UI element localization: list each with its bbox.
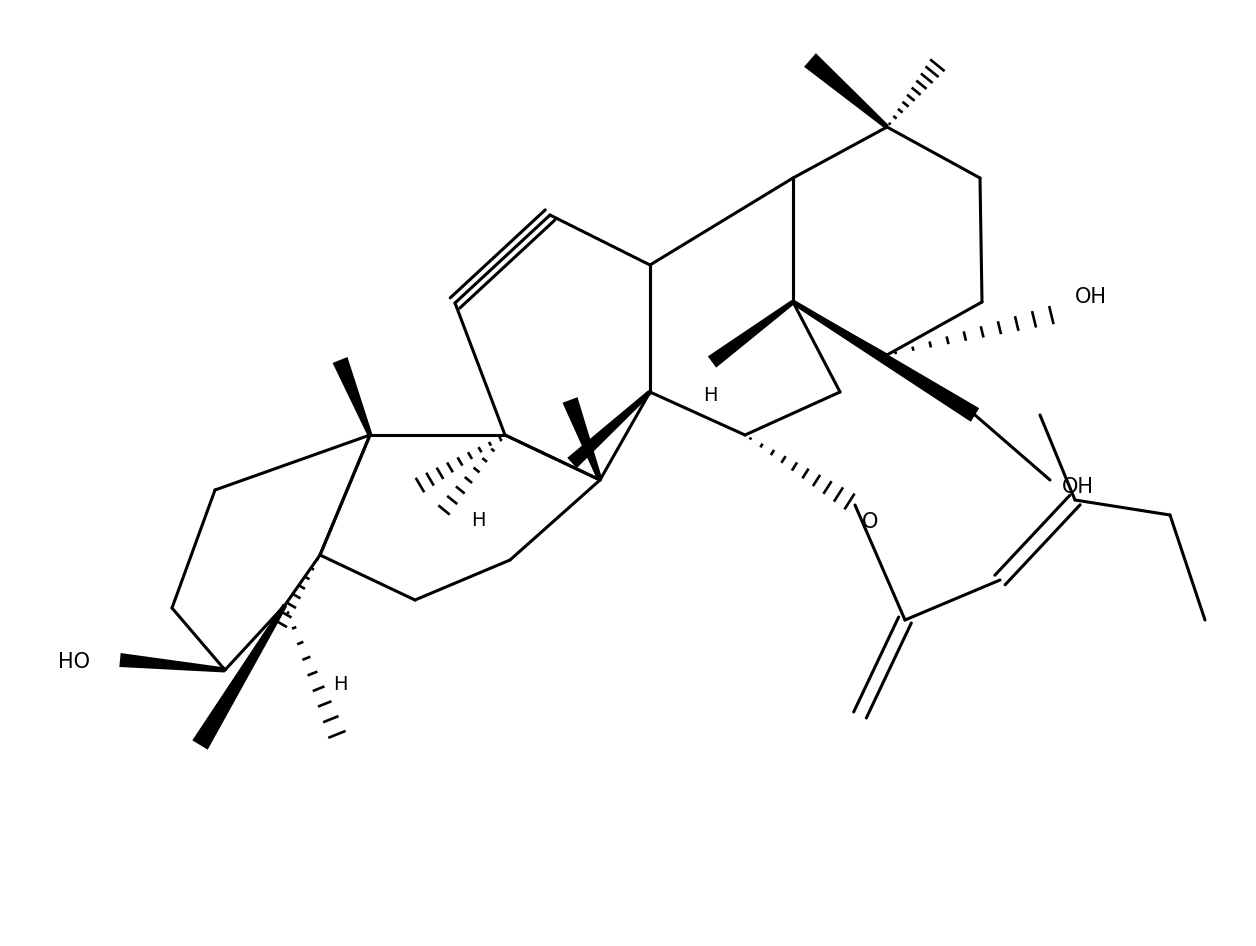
Polygon shape xyxy=(119,653,225,673)
Text: H: H xyxy=(703,386,717,405)
Text: H: H xyxy=(333,675,347,694)
Polygon shape xyxy=(708,300,795,368)
Polygon shape xyxy=(568,390,652,468)
Polygon shape xyxy=(563,397,603,481)
Polygon shape xyxy=(804,53,889,129)
Text: OH: OH xyxy=(1075,287,1107,307)
Text: HO: HO xyxy=(58,652,90,672)
Text: OH: OH xyxy=(1063,477,1094,497)
Text: H: H xyxy=(471,511,485,530)
Polygon shape xyxy=(333,357,372,436)
Polygon shape xyxy=(791,300,980,422)
Polygon shape xyxy=(192,604,288,749)
Text: O: O xyxy=(862,512,878,532)
